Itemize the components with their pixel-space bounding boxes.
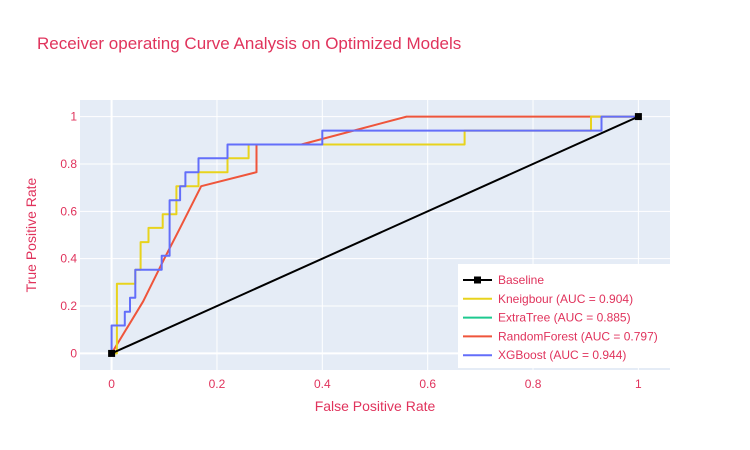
legend-marker-baseline bbox=[474, 276, 481, 284]
legend[interactable]: Baseline Kneigbour (AUC = 0.904) ExtraTree… bbox=[458, 264, 670, 368]
series-layer bbox=[108, 113, 642, 357]
series-line-baseline[interactable] bbox=[111, 115, 639, 355]
legend-label-xgboost[interactable]: XGBoost (AUC = 0.944) bbox=[498, 348, 626, 362]
legend-label-kneigbour[interactable]: Kneigbour (AUC = 0.904) bbox=[498, 292, 633, 306]
y-tick-label: 0.2 bbox=[60, 299, 77, 313]
x-tick-label: 0.2 bbox=[209, 377, 226, 391]
x-tick-label: 0.6 bbox=[419, 377, 436, 391]
x-tick-label: 1 bbox=[635, 377, 642, 391]
series-line-xgboost[interactable] bbox=[110, 115, 639, 354]
legend-label-extratree[interactable]: ExtraTree (AUC = 0.885) bbox=[498, 311, 631, 325]
legend-label-baseline[interactable]: Baseline bbox=[498, 273, 544, 287]
x-tick-label: 0.8 bbox=[525, 377, 542, 391]
y-tick-label: 0.8 bbox=[60, 157, 77, 171]
y-axis-title: True Positive Rate bbox=[23, 177, 39, 292]
x-tick-label: 0.4 bbox=[314, 377, 331, 391]
tick-labels: 0 0.2 0.4 0.6 0.8 1 0 0.2 0.4 0.6 0.8 1 bbox=[60, 110, 642, 391]
y-tick-label: 1 bbox=[70, 110, 77, 124]
y-tick-label: 0 bbox=[70, 346, 77, 360]
y-tick-label: 0.4 bbox=[60, 252, 77, 266]
legend-box bbox=[458, 264, 670, 368]
x-axis-title: False Positive Rate bbox=[315, 398, 436, 414]
baseline-marker bbox=[108, 349, 116, 357]
legend-label-randomforest[interactable]: RandomForest (AUC = 0.797) bbox=[498, 329, 658, 343]
x-tick-label: 0 bbox=[108, 377, 115, 391]
y-tick-label: 0.6 bbox=[60, 204, 77, 218]
chart-title: Receiver operating Curve Analysis on Opt… bbox=[37, 34, 462, 53]
baseline-marker bbox=[634, 113, 642, 121]
